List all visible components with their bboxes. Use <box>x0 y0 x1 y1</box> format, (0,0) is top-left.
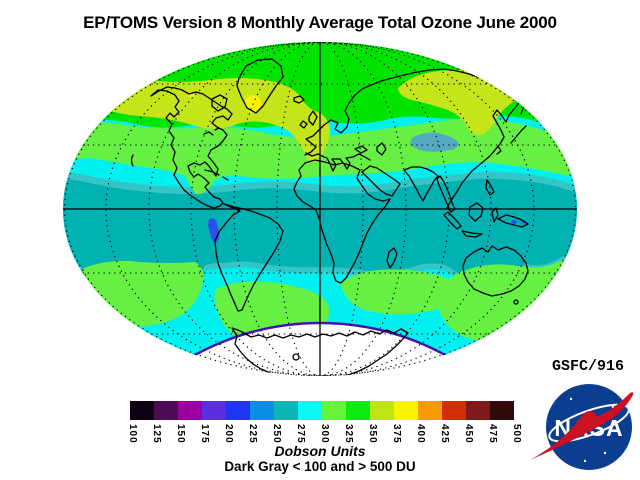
coastline-japan <box>510 125 527 144</box>
colorbar-segment <box>274 401 298 420</box>
coastline-south-america <box>214 203 284 312</box>
colorbar-segment <box>418 401 442 420</box>
coastline-tasmania <box>513 299 519 305</box>
coastline-iceland <box>293 95 305 104</box>
coastline-caribbean <box>204 169 229 181</box>
coastline-caspian-sea <box>376 142 387 156</box>
coastline-sumatra <box>443 211 462 230</box>
coastline-europe-west <box>304 130 319 156</box>
coastline-new-zealand <box>550 293 568 322</box>
coastline-europe-south <box>305 152 371 172</box>
nasa-swoosh-icon <box>530 392 634 460</box>
colorbar-segment <box>298 401 322 420</box>
colorbar-segment <box>490 401 514 420</box>
coastline-philippines <box>485 179 495 196</box>
coastline-sulawesi <box>491 207 499 223</box>
coastline-madagascar <box>386 247 398 269</box>
patch-olive <box>88 70 520 163</box>
coastline-australia <box>462 245 529 297</box>
coastline-chukotka <box>82 83 110 90</box>
colorbar-segment <box>442 401 466 420</box>
colorbar-segment <box>322 401 346 420</box>
coastline-borneo <box>468 202 484 222</box>
colorbar-segment <box>250 401 274 420</box>
colorbar-segment <box>370 401 394 420</box>
colorbar-segment <box>130 401 154 420</box>
coastline-greenland <box>236 58 284 114</box>
coastline-india <box>403 166 439 202</box>
coastline-hawaii <box>130 154 134 167</box>
colorbar-units-label: Dobson Units <box>274 443 366 459</box>
coastline-korea <box>496 145 502 155</box>
coastline-great-lakes <box>203 127 220 136</box>
patch-tibet <box>410 132 459 152</box>
graticule-solid <box>63 42 577 376</box>
colorbar-segment <box>346 401 370 420</box>
coastline-black-sea <box>354 145 368 154</box>
coastline-indochina <box>436 175 456 213</box>
colorbar-segment <box>178 401 202 420</box>
coastline-arabia <box>361 165 401 197</box>
coastline-ireland <box>299 120 308 129</box>
colorbar-segment <box>202 401 226 420</box>
credit-label: GSFC/916 <box>551 358 624 375</box>
colorbar-note: Dark Gray < 100 and > 500 DU <box>224 459 416 474</box>
colorbar-segment <box>154 401 178 420</box>
coastlines <box>82 58 568 376</box>
colorbar <box>130 401 514 420</box>
colorbar-segment <box>394 401 418 420</box>
coastline-north-america <box>150 86 233 209</box>
nasa-logo: NASA <box>530 384 634 470</box>
coastline-java <box>461 230 483 238</box>
coastline-uk <box>308 110 318 126</box>
coastline-antarctica-inlet <box>292 353 300 361</box>
coastline-new-guinea <box>497 214 529 228</box>
coastline-africa <box>293 159 391 284</box>
colorbar-segment <box>226 401 250 420</box>
coastline-hudson-bay <box>211 94 228 112</box>
colorbar-segment <box>466 401 490 420</box>
page-title: EP/TOMS Version 8 Monthly Average Total … <box>83 13 557 32</box>
